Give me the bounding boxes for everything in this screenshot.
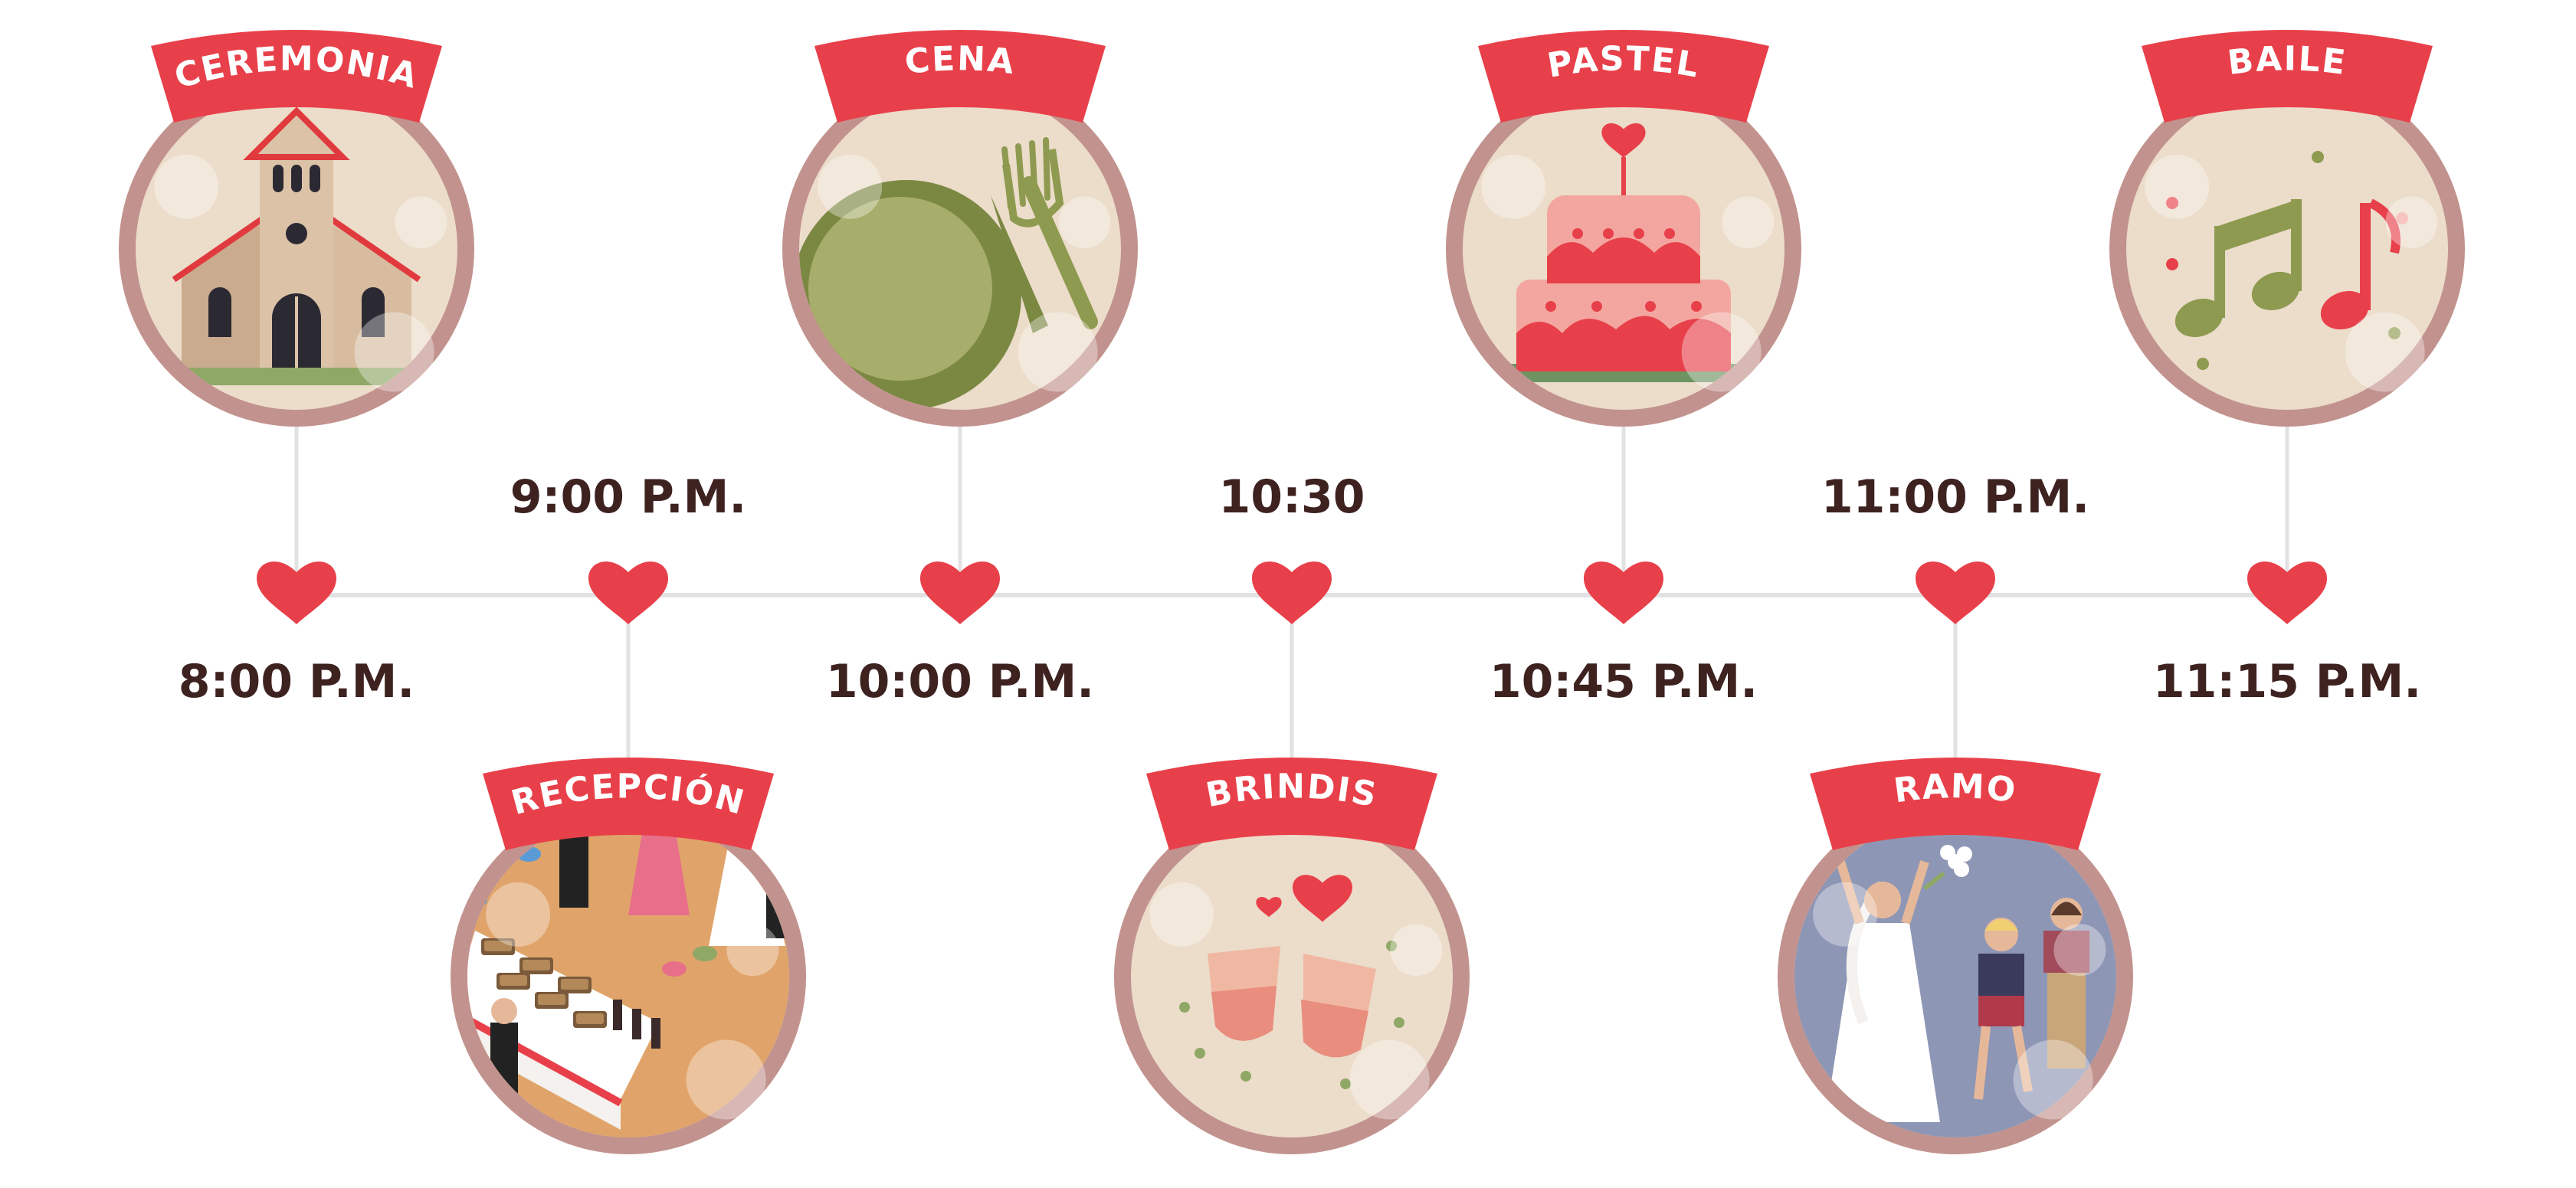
event-title-baile: BAILE [2226,39,2349,83]
bubble-decoration [2345,312,2425,392]
heart-marker-ramo [1916,561,1995,624]
time-label-brindis: 10:30 [1218,470,1365,524]
title-ribbon-ceremonia: CEREMONIA [151,30,442,123]
heart-marker-recepcion [588,561,668,624]
bubble-decoration [2145,154,2210,219]
bubble-decoration [1681,312,1762,392]
heart-marker-brindis [1252,561,1332,624]
time-label-recepcion: 9:00 P.M. [510,470,747,524]
title-ribbon-cena: CENA [814,30,1106,123]
bubble-decoration [1058,196,1111,249]
bubble-decoration [1722,196,1775,249]
heart-marker-ceremonia [257,561,336,624]
event-badge-pastel: PASTEL [1446,30,1801,427]
title-ribbon-ramo: RAMO [1810,758,2101,850]
timeline-hearts [257,561,2327,624]
badge-face [1131,816,1453,1137]
music-notes-icon [2166,151,2408,370]
heart-marker-baile [2247,561,2327,624]
event-badge-brindis: BRINDIS [1114,758,1470,1154]
event-badge-baile: BAILE [2109,30,2465,427]
event-badge-ceremonia: CEREMONIA [119,30,474,427]
time-label-pastel: 10:45 P.M. [1489,655,1758,709]
bubble-decoration [2385,196,2438,249]
event-badge-recepcion: RECEPCIÓN [451,758,806,1154]
bubble-decoration [1481,154,1546,219]
heart-marker-cena [920,561,1000,624]
event-badge-ramo: RAMO [1778,758,2133,1154]
heart-marker-pastel [1584,561,1663,624]
title-ribbon-recepcion: RECEPCIÓN [483,758,774,850]
bubble-decoration [486,882,551,947]
bubble-decoration [726,924,779,977]
event-title-ramo: RAMO [1892,767,2019,810]
bubble-decoration [354,312,434,392]
plate-fork-knife-icon [799,137,1098,410]
time-label-baile: 11:15 P.M. [2152,655,2422,709]
bubble-decoration [2053,924,2106,977]
church-icon [172,106,421,385]
time-label-ceremonia: 8:00 P.M. [178,655,415,709]
bubble-decoration [2013,1039,2093,1120]
buffet-reception-icon [467,816,789,1137]
bubble-decoration [395,196,447,249]
event-badge-cena: CENA [782,30,1138,427]
bubble-decoration [686,1039,766,1120]
bubble-decoration [1018,312,1098,392]
title-ribbon-baile: BAILE [2142,30,2433,123]
bubble-decoration [1390,924,1443,977]
title-ribbon-brindis: BRINDIS [1146,758,1437,850]
event-badges: CEREMONIA RECEPCIÓN CENA BRINDIS PASTEL RAMO B… [119,30,2465,1154]
event-title-cena: CENA [903,39,1017,82]
bubble-decoration [1349,1039,1430,1120]
time-label-ramo: 11:00 P.M. [1821,470,2090,524]
bubble-decoration [1813,882,1878,947]
title-ribbon-pastel: PASTEL [1478,30,1769,123]
time-label-cena: 10:00 P.M. [825,655,1095,709]
toast-glasses-icon [1179,875,1404,1089]
bouquet-toss-icon [1794,816,2116,1137]
wedding-cake-icon [1509,123,1739,382]
bubble-decoration [1149,882,1214,947]
bubble-decoration [154,154,219,219]
bubble-decoration [818,154,883,219]
